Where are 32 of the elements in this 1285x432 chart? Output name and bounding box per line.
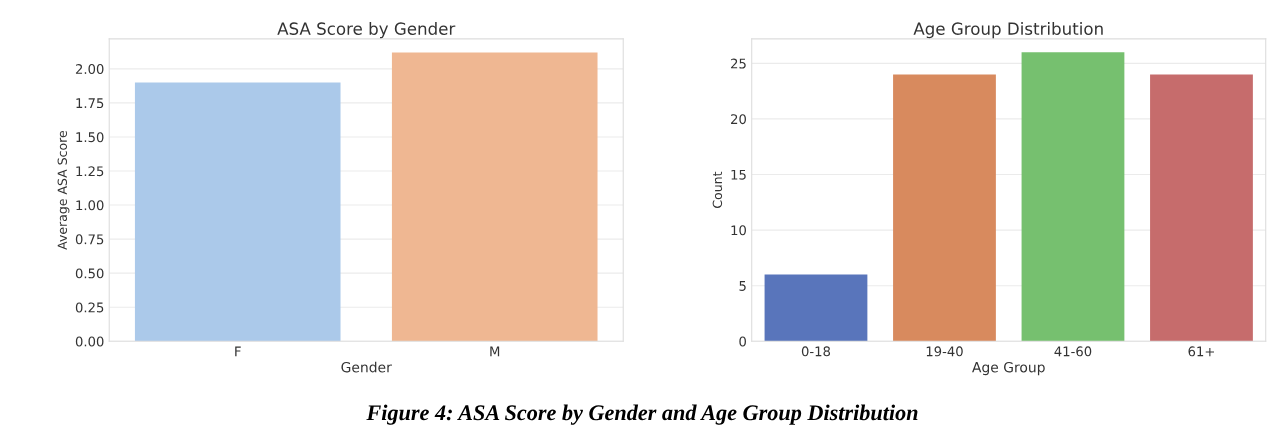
y-tick-label: 0.75 <box>75 234 104 245</box>
y-tick-label: 1.00 <box>76 200 104 211</box>
y-tick-label: 15 <box>731 169 746 180</box>
x-tick-label: 19-40 <box>926 346 963 357</box>
y-tick-label: 5 <box>739 281 746 291</box>
y-tick-label: 1.50 <box>76 132 104 143</box>
x-axis-title: Age Group <box>972 361 1045 376</box>
y-tick-label: 0 <box>739 336 746 347</box>
bar <box>764 274 868 342</box>
chart-title: ASA Score by Gender <box>277 22 456 39</box>
x-tick-label: M <box>490 346 500 357</box>
y-tick-label: 0.50 <box>75 268 104 279</box>
x-tick-label: 41-60 <box>1054 346 1092 357</box>
x-tick-label: 61+ <box>1188 346 1214 357</box>
bar <box>893 74 996 342</box>
y-axis-title: Count <box>712 171 723 208</box>
y-axis-title: Average ASA Score <box>57 130 70 250</box>
y-tick-label: 1.75 <box>76 98 104 109</box>
y-tick-label: 0.00 <box>75 336 104 347</box>
y-tick-label: 20 <box>731 114 746 125</box>
x-tick-label: 0-18 <box>801 346 831 357</box>
bar <box>1021 52 1125 342</box>
chart-title: Age Group Distribution <box>913 22 1103 39</box>
y-tick-label: 25 <box>731 58 746 69</box>
bar <box>1150 74 1253 342</box>
y-tick-label: 2.00 <box>75 64 104 75</box>
y-tick-label: 0.25 <box>75 302 104 313</box>
caption: Figure 4: ASA Score by Gender and Age Group Distribution <box>366 404 918 425</box>
x-axis-title: Gender <box>341 361 392 373</box>
y-tick-label: 10 <box>731 225 746 236</box>
x-tick-label: F <box>235 346 241 357</box>
y-tick-label: 1.25 <box>76 166 104 177</box>
